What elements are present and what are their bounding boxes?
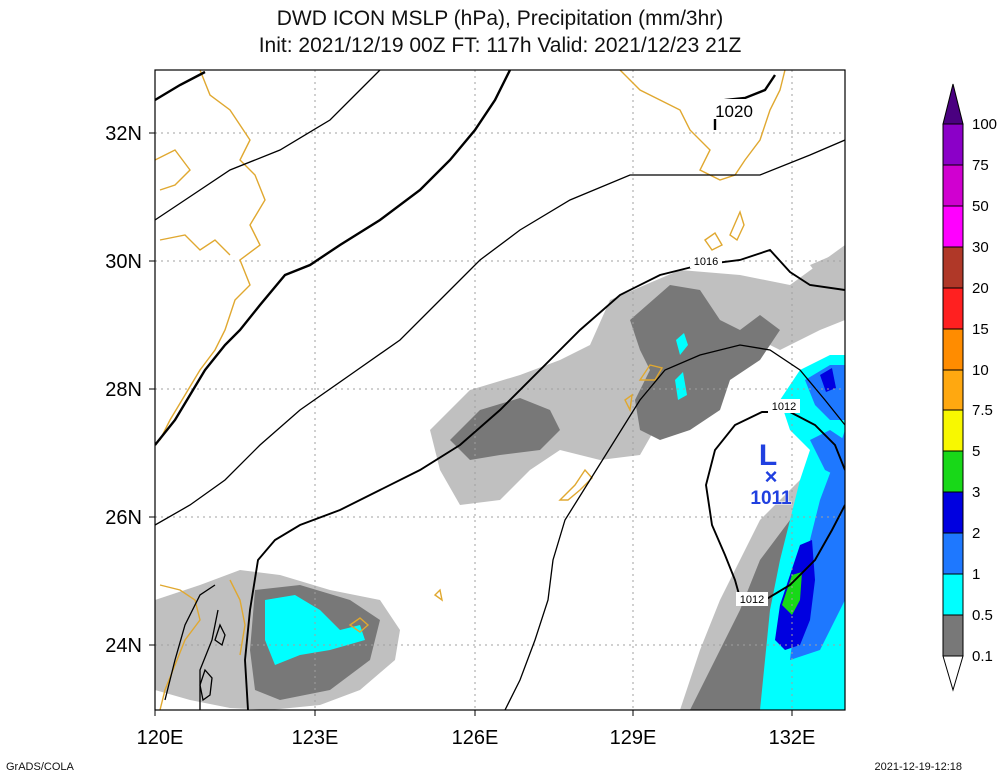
colorbar-label: 30 (972, 239, 989, 256)
colorbar-segment (942, 450, 964, 493)
isobars (155, 70, 845, 710)
isobar-label-1020: 1020 (712, 99, 756, 121)
colorbar-labels: 100 75 50 30 20 15 10 7.5 5 3 2 1 0.5 0.… (972, 116, 997, 665)
colorbar-label: 0.5 (972, 607, 993, 624)
lon-label: 126E (452, 727, 499, 749)
lat-label: 24N (105, 635, 142, 657)
colorbar-label: 15 (972, 321, 989, 338)
low-pressure-center: L × 1011 (750, 439, 793, 510)
lat-label: 30N (105, 251, 142, 273)
colorbar (942, 83, 964, 692)
colorbar-label: 100 (972, 116, 997, 133)
colorbar-top-arrow (942, 83, 964, 125)
colorbar-label: 7.5 (972, 402, 993, 419)
colorbar-bottom-arrow (942, 655, 964, 692)
colorbar-label: 1 (972, 566, 980, 583)
chart-title: DWD ICON MSLP (hPa), Precipitation (mm/3… (276, 7, 724, 30)
colorbar-segment (942, 491, 964, 534)
low-center-marker: × (765, 464, 778, 489)
isobar-label-1016: 1016 (690, 254, 722, 268)
isobar-label-1012-north: 1012 (768, 399, 800, 413)
colorbar-segment (942, 164, 964, 207)
svg-text:1020: 1020 (715, 102, 753, 121)
longitude-labels: 120E 123E 126E 129E 132E (137, 727, 816, 749)
colorbar-segment (942, 287, 964, 330)
lat-label: 26N (105, 507, 142, 529)
colorbar-label: 75 (972, 157, 989, 174)
colorbar-label: 50 (972, 198, 989, 215)
colorbar-segment (942, 246, 964, 289)
isobar-label-1012-south: 1012 (736, 592, 768, 606)
low-symbol: L (759, 439, 777, 472)
colorbar-segment (942, 123, 964, 166)
svg-text:1012: 1012 (740, 594, 764, 606)
lat-label: 32N (105, 123, 142, 145)
lon-label: 132E (769, 727, 816, 749)
colorbar-segment (942, 369, 964, 411)
colorbar-segment (942, 328, 964, 371)
chart-subtitle: Init: 2021/12/19 00Z FT: 117h Valid: 202… (258, 34, 742, 57)
colorbar-label: 0.1 (972, 648, 993, 665)
lat-label: 28N (105, 379, 142, 401)
grid-lines (155, 70, 845, 710)
colorbar-segment (942, 573, 964, 616)
colorbar-label: 3 (972, 484, 980, 501)
lon-label: 123E (292, 727, 339, 749)
colorbar-segment (942, 205, 964, 248)
latitude-labels: 32N 30N 28N 26N 24N (105, 123, 142, 657)
colorbar-segment (942, 614, 964, 657)
footer-credit: GrADS/COLA (6, 761, 74, 773)
axis-ticks (149, 132, 793, 716)
colorbar-segment (942, 409, 964, 452)
map-frame (154, 69, 846, 711)
footer-timestamp: 2021-12-19-12:18 (874, 761, 962, 773)
colorbar-segment (942, 532, 964, 575)
colorbar-label: 2 (972, 525, 980, 542)
colorbar-label: 10 (972, 362, 989, 379)
colorbar-label: 20 (972, 280, 989, 297)
lon-label: 129E (610, 727, 657, 749)
lon-label: 120E (137, 727, 184, 749)
svg-text:1012: 1012 (772, 401, 796, 413)
colorbar-label: 5 (972, 443, 980, 460)
low-pressure-value: 1011 (750, 488, 792, 509)
svg-text:1016: 1016 (694, 256, 718, 268)
